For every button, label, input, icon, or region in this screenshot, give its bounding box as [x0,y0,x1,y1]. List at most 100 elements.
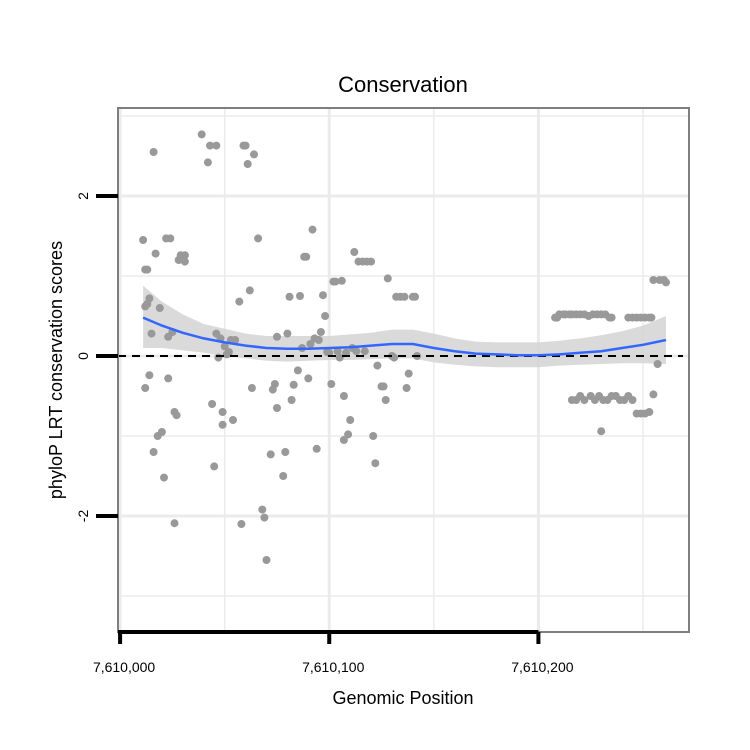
data-point [270,380,279,388]
data-point [331,277,340,286]
data-point [139,236,148,244]
data-point [302,252,311,261]
confidence-ribbon-layer [143,285,667,368]
data-point [149,148,158,156]
data-point [304,374,313,383]
y-tick-label: -2 [75,510,91,523]
data-points-layer [139,130,670,564]
data-point [237,520,246,528]
y-tick-label: 2 [75,192,91,200]
data-point [197,130,206,139]
data-point [231,336,240,344]
data-point [155,304,164,312]
data-point [241,141,250,150]
data-point [662,278,670,287]
data-point [145,371,154,380]
axes: 7,610,000 7,610,100 7,610,200 2 0 -2 [75,192,574,675]
data-point [607,313,616,322]
data-point [260,513,269,522]
data-point [160,473,168,482]
y-tick-label: 0 [75,352,91,360]
data-point [649,276,658,284]
smooth-line-layer [142,316,667,357]
data-point [262,556,271,564]
x-axis-title: Genomic Position [332,688,473,708]
plot-panel [118,108,689,632]
data-point [316,328,325,336]
data-point [325,348,334,357]
data-point [285,292,294,301]
data-point [628,396,637,404]
data-point [379,382,388,391]
data-point [289,380,298,389]
data-point [369,432,378,440]
data-point [166,234,175,243]
x-tick-label: 7,610,200 [511,659,573,675]
data-point [649,390,658,399]
data-point [402,384,411,392]
data-point [350,248,359,256]
data-point [235,297,244,306]
data-point [319,291,327,300]
data-point [373,361,382,370]
data-point [339,436,348,444]
data-point [597,427,606,436]
data-point [210,462,219,471]
data-point [312,444,321,453]
data-point [206,141,214,150]
data-point [180,251,189,260]
chart-title: Conservation [338,72,468,97]
data-point [283,329,292,338]
data-point [151,249,160,258]
y-axis-title: phyloP LRT conservation scores [46,241,66,499]
data-point [143,265,152,274]
data-point [400,292,409,301]
data-point [308,225,317,234]
data-point [229,416,237,424]
data-point [367,257,376,266]
data-point [346,416,355,424]
data-point [321,312,330,320]
data-point [281,448,290,456]
data-point [645,408,654,416]
data-point [258,505,267,514]
data-point [273,404,281,412]
data-point [296,292,304,300]
data-point [224,348,233,356]
data-point [647,313,656,322]
data-point [383,274,392,283]
data-point [580,396,589,404]
data-point [352,347,361,356]
data-point [145,294,154,303]
data-point [218,408,227,416]
loess-smooth-line [142,316,667,357]
data-point [653,360,662,368]
data-point [250,150,258,159]
data-point [170,519,179,528]
data-point [254,234,263,243]
data-point [381,396,390,404]
data-point [203,158,212,167]
data-point [293,366,302,375]
data-point [273,332,281,341]
data-point [157,428,166,436]
data-point [335,353,344,362]
x-tick-label: 7,610,100 [302,659,364,675]
data-point [279,472,288,480]
data-point [306,340,315,348]
data-point [172,411,181,420]
data-point [337,276,346,285]
data-point [247,384,256,392]
data-point [339,392,348,400]
data-point [149,448,158,456]
data-point [327,380,336,388]
data-point [164,374,173,383]
data-point [208,400,217,408]
data-point [243,160,252,168]
data-point [141,384,150,392]
data-point [314,336,323,344]
confidence-ribbon [143,285,667,368]
data-point [220,342,229,351]
data-point [371,459,380,468]
